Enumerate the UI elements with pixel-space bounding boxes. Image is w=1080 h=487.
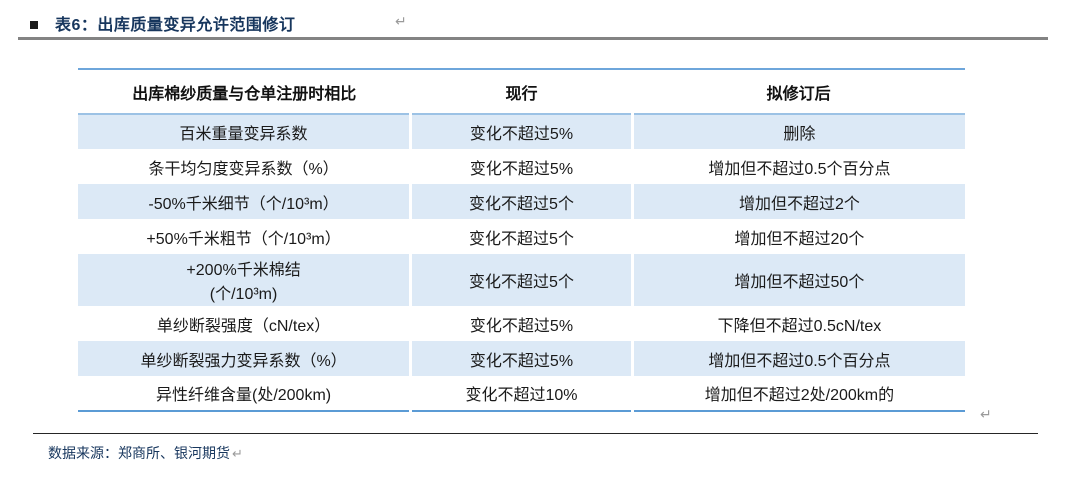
cell-revised: 增加但不超过20个	[734, 230, 865, 248]
table-caption: 表6：出库质量变异允许范围修订	[55, 17, 296, 34]
caption-divider-line	[18, 37, 1048, 40]
cell-item: 百米重量变异系数	[78, 114, 413, 149]
paragraph-return-icon: ↵	[232, 446, 243, 461]
column-header-revised: 拟修订后	[632, 69, 965, 114]
cell-revised: 下降但不超过0.5cN/tex	[717, 317, 882, 335]
table-row: 百米重量变异系数 变化不超过5% 删除	[78, 114, 965, 149]
paragraph-return-icon: ↵	[980, 406, 992, 422]
column-header-current: 现行	[410, 69, 633, 114]
data-source-note: 数据来源：郑商所、银河期货 ↵	[48, 443, 243, 463]
cell-current: 变化不超过5%	[410, 149, 634, 184]
paragraph-return-icon: ↵	[395, 13, 407, 29]
cell-item: +50%千米粗节（个/10³m）	[78, 219, 413, 254]
cell-current: 变化不超过5%	[410, 114, 634, 149]
table-row: 异性纤维含量(处/200km) 变化不超过10% 增加但不超过2处/200km的	[78, 376, 965, 411]
cell-current: 变化不超过5%	[410, 341, 634, 376]
cell-revised: 增加但不超过2个	[738, 195, 860, 213]
cell-item: 异性纤维含量(处/200km)	[78, 376, 413, 411]
data-table-container: 出库棉纱质量与仓单注册时相比 现行 拟修订后 百米重量变异系数 变化不超过5% …	[78, 68, 965, 412]
table-row: 单纱断裂强力变异系数（%） 变化不超过5% 增加但不超过0.5个百分点	[78, 341, 965, 376]
cell-current: 变化不超过10%	[410, 376, 634, 411]
cell-revised: 增加但不超过50个	[734, 274, 865, 291]
table-row: -50%千米细节（个/10³m） 变化不超过5个 增加但不超过2个	[78, 184, 965, 219]
table-caption-row: 表6：出库质量变异允许范围修订 ↵	[0, 6, 1080, 36]
table-header-row: 出库棉纱质量与仓单注册时相比 现行 拟修订后	[78, 69, 965, 114]
data-source-text: 数据来源：郑商所、银河期货	[48, 445, 230, 461]
cell-revised: 增加但不超过0.5个百分点	[708, 160, 891, 178]
cell-current: 变化不超过5%	[410, 306, 634, 341]
cell-item: -50%千米细节（个/10³m）	[78, 184, 413, 219]
cell-item: 单纱断裂强力变异系数（%）	[78, 341, 413, 376]
cell-item: 单纱断裂强度（cN/tex）	[78, 306, 413, 341]
table-row: 条干均匀度变异系数（%） 变化不超过5% 增加但不超过0.5个百分点	[78, 149, 965, 184]
data-table: 出库棉纱质量与仓单注册时相比 现行 拟修订后 百米重量变异系数 变化不超过5% …	[78, 68, 965, 412]
cell-item: +200%千米棉结 (个/10³m)	[78, 254, 413, 306]
footer-divider-line	[33, 433, 1038, 434]
cell-revised: 增加但不超过2处/200km的	[704, 387, 895, 404]
cell-revised: 增加但不超过0.5个百分点	[708, 352, 891, 370]
cell-current: 变化不超过5个	[410, 219, 634, 254]
cell-item: 条干均匀度变异系数（%）	[78, 149, 413, 184]
column-header-item: 出库棉纱质量与仓单注册时相比	[78, 69, 411, 114]
cell-current: 变化不超过5个	[410, 184, 634, 219]
table-row: +50%千米粗节（个/10³m） 变化不超过5个 增加但不超过20个	[78, 219, 965, 254]
table-row: 单纱断裂强度（cN/tex） 变化不超过5% 下降但不超过0.5cN/tex	[78, 306, 965, 341]
cell-current: 变化不超过5个	[410, 254, 634, 306]
table-row: +200%千米棉结 (个/10³m) 变化不超过5个 增加但不超过50个	[78, 254, 965, 306]
list-bullet-icon	[30, 21, 38, 29]
cell-revised: 删除	[783, 126, 816, 143]
